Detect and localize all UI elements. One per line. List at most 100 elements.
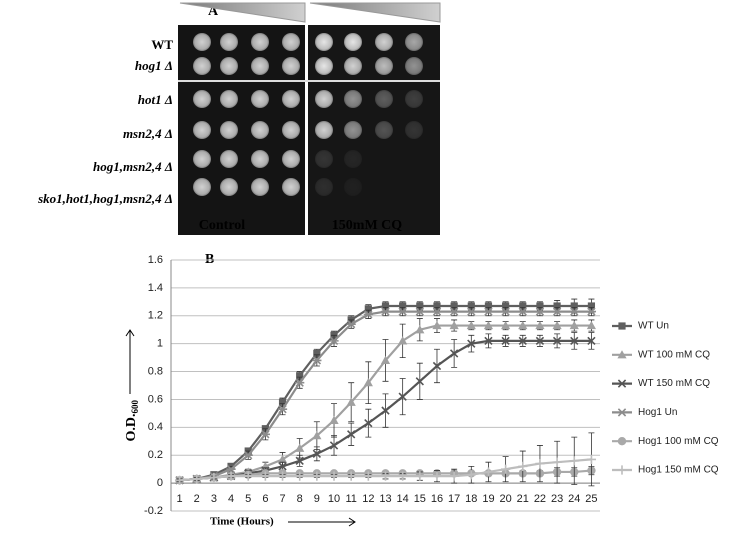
marker (398, 307, 408, 316)
x-tick-label: 25 (585, 493, 597, 505)
marker (450, 302, 458, 310)
marker (347, 430, 356, 439)
dilution-wedge (309, 2, 441, 23)
y-tick-label: 1.4 (148, 282, 163, 294)
marker (501, 307, 511, 316)
marker (226, 471, 236, 481)
marker (569, 456, 579, 466)
x-label: Time (Hours) (210, 516, 274, 528)
marker (466, 307, 476, 316)
marker (552, 307, 562, 316)
marker (449, 320, 459, 330)
marker (312, 471, 322, 481)
spot (405, 33, 423, 51)
x-tick-label: 15 (414, 493, 426, 505)
marker (518, 307, 528, 316)
legend-item: WT 100 mM CQ (612, 349, 710, 360)
spots (193, 33, 423, 196)
strain-labels: WT hog1 Δ hot1 Δ msn2,4 Δ hog1,msn2,4 Δ sko1,… (37, 37, 173, 206)
spot (220, 33, 238, 51)
spot (220, 57, 238, 75)
marker (432, 361, 442, 371)
arrow-head (348, 517, 356, 527)
x-tick-label: 17 (448, 493, 460, 505)
marker (295, 456, 304, 465)
spot (344, 121, 362, 139)
x-tick-label: 19 (482, 493, 494, 505)
x-tick-label: 5 (245, 493, 251, 505)
marker (466, 320, 476, 330)
marker (192, 474, 202, 484)
marker (346, 471, 356, 481)
spot (405, 121, 423, 139)
spot (344, 33, 362, 51)
marker (416, 302, 424, 310)
marker (483, 467, 494, 477)
marker (535, 336, 545, 346)
spot (282, 33, 300, 51)
marker (260, 471, 270, 481)
marker (483, 320, 494, 330)
legend-label: WT 150 mM CQ (638, 378, 710, 389)
x-tick-label: 8 (297, 493, 303, 505)
marker (260, 430, 270, 439)
spot (315, 57, 333, 75)
marker (467, 302, 475, 310)
spot (193, 121, 211, 139)
marker (329, 336, 339, 346)
marker (295, 471, 305, 481)
marker (277, 454, 288, 464)
marker (329, 415, 339, 424)
spot (375, 33, 393, 51)
marker (415, 325, 425, 334)
x-tick-label: 12 (362, 493, 374, 505)
spot (251, 178, 269, 196)
spot (344, 150, 362, 168)
marker (535, 458, 545, 469)
spot (220, 178, 238, 196)
legend-label: Hog1 100 mM CQ (638, 436, 719, 447)
marker (312, 356, 322, 365)
spot (282, 121, 300, 139)
strain-label: sko1,hot1,hog1,msn2,4 Δ (37, 191, 173, 206)
marker (174, 475, 185, 485)
spot (375, 57, 393, 75)
marker (381, 406, 390, 415)
marker (295, 443, 305, 452)
x-tick-label: 18 (465, 493, 477, 505)
x-tick-label: 6 (262, 493, 268, 505)
y-tick-label: 0.2 (148, 449, 163, 461)
y-tick-label: 0.8 (148, 365, 163, 377)
strain-label: hog1,msn2,4 Δ (93, 159, 173, 174)
x-tick-label: 7 (279, 493, 285, 505)
spot (375, 121, 393, 139)
spot (251, 150, 269, 168)
marker (415, 471, 425, 481)
marker (278, 462, 287, 471)
marker (484, 302, 493, 310)
marker (586, 454, 597, 465)
legend-marker (617, 350, 627, 359)
spot (315, 90, 333, 108)
series (175, 332, 596, 485)
condition-label: Control (199, 218, 246, 233)
legend-marker (617, 408, 627, 417)
x-tick-label: 23 (551, 493, 563, 505)
x-tick-label: 13 (379, 493, 391, 505)
x-tick-label: 21 (517, 493, 529, 505)
x-tick-label: 20 (499, 493, 511, 505)
panel-label: A (208, 4, 219, 19)
marker (433, 302, 441, 310)
marker (518, 320, 528, 330)
marker (501, 464, 511, 474)
marker (586, 307, 597, 316)
marker (399, 302, 407, 310)
marker (364, 418, 373, 428)
marker (380, 307, 391, 316)
y-label-sub: 600 (130, 400, 140, 414)
legend-label: WT Un (638, 321, 669, 332)
marker (346, 397, 356, 406)
spot (315, 150, 333, 168)
marker (329, 441, 339, 450)
